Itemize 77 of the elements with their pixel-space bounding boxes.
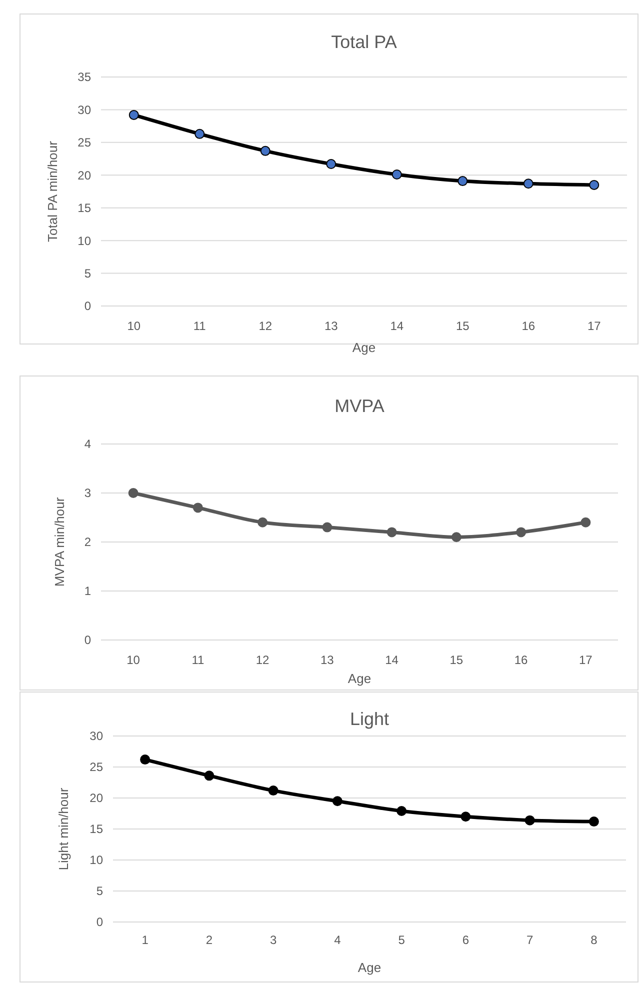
point [128,488,138,498]
x-tick-label: 10 [127,319,141,333]
point [194,128,205,139]
point [322,522,332,532]
x-tick-label: 4 [334,933,342,947]
y-tick-label: 30 [78,102,92,117]
point [192,502,203,513]
point [589,180,600,190]
x-tick-label: 17 [579,653,593,667]
y-tick-label: 15 [90,822,104,836]
point [204,770,214,781]
x-tick-label: 10 [126,653,140,667]
y-tick-label: 25 [78,136,92,150]
x-tick-label: 7 [526,933,534,947]
x-tick-label: 15 [456,319,470,333]
x-tick-label: 3 [270,933,277,947]
y-tick-label: 15 [78,201,92,216]
y-tick-label: 35 [78,70,92,84]
point [451,532,462,542]
y-tick-label: 10 [78,234,92,248]
x-tick-label: 1 [142,933,149,947]
point [392,169,402,180]
point [268,786,278,796]
point [128,110,139,120]
y-axis-title: Total PA min/hour [45,140,60,242]
point [516,527,526,538]
x-tick-label: 16 [514,653,528,667]
point [580,517,591,528]
point [458,176,468,186]
point [260,146,270,156]
y-tick-label: 4 [84,437,92,452]
y-tick-label: 20 [78,168,92,182]
chart-title: Total PA [331,32,397,52]
point [460,812,471,822]
x-tick-label: 6 [462,933,470,947]
x-tick-label: 16 [522,319,536,333]
y-tick-label: 5 [96,884,104,898]
x-axis-title: Age [348,671,372,686]
point [386,527,397,538]
x-tick-label: 14 [385,653,399,667]
y-tick-label: 20 [90,791,104,806]
x-tick-label: 17 [587,319,602,333]
x-tick-label: 13 [320,653,334,667]
point [332,796,342,806]
point [396,806,407,816]
x-tick-label: 2 [206,933,213,947]
x-tick-label: 8 [590,933,598,947]
point [588,816,599,827]
y-tick-label: 25 [90,760,104,774]
y-tick-label: 2 [84,535,92,550]
point [140,754,150,765]
x-tick-label: 14 [390,319,404,333]
point [524,815,535,826]
x-tick-label: 13 [324,319,338,333]
y-tick-label: 30 [90,729,104,744]
y-tick-label: 0 [84,633,92,648]
x-axis-title: Age [352,340,376,355]
x-tick-label: 15 [450,653,464,667]
x-tick-label: 12 [256,653,270,667]
y-tick-label: 3 [84,486,92,500]
point [326,159,336,170]
point [523,178,534,189]
x-tick-label: 11 [192,653,204,667]
y-axis-title: Light min/hour [56,787,71,870]
y-axis-title: MVPA min/hour [52,496,67,587]
y-tick-label: 5 [84,266,92,280]
y-tick-label: 10 [90,853,104,868]
chart-title: Light [350,709,390,729]
y-tick-label: 0 [96,915,104,930]
y-tick-label: 1 [84,584,92,598]
x-tick-label: 12 [258,319,272,333]
chart-title: MVPA [334,396,384,416]
point [258,517,268,528]
x-tick-label: 11 [193,319,206,333]
x-tick-label: 5 [398,933,406,947]
x-axis-title: Age [358,960,382,975]
y-tick-label: 0 [84,299,92,314]
